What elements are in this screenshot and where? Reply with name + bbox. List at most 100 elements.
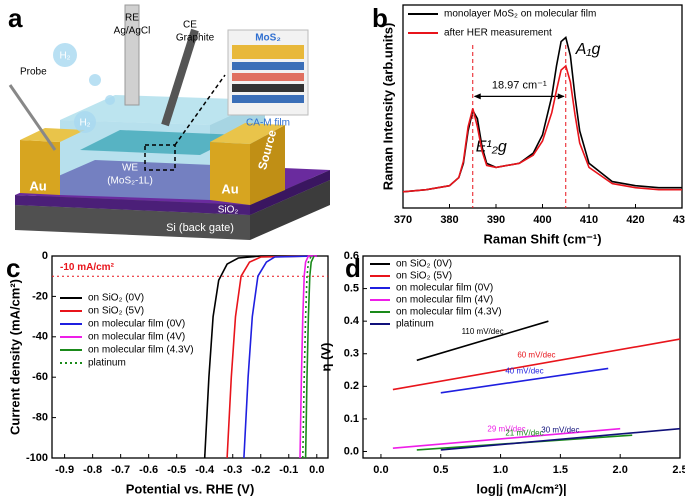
series-line xyxy=(302,255,312,459)
panel-label: c xyxy=(6,253,20,283)
legend-label: on SiO₂ (0V) xyxy=(88,293,144,304)
inset-layer xyxy=(232,62,304,70)
zoom-box xyxy=(144,144,176,171)
x-tick-label: -0.9 xyxy=(55,464,74,476)
y-tick-label: 0.1 xyxy=(344,413,359,425)
si-side xyxy=(250,180,330,240)
x-tick-label: -0.1 xyxy=(279,464,298,476)
arrow-head xyxy=(557,93,565,100)
bubble-label: H₂ xyxy=(79,118,90,129)
probe-label: Probe xyxy=(20,67,47,78)
y-tick-label: -80 xyxy=(32,412,48,424)
re-material: Ag/AgCl xyxy=(114,26,151,37)
probe-needle xyxy=(8,84,57,151)
y-tick-label: 0.2 xyxy=(344,380,359,392)
y-tick-label: 0.0 xyxy=(344,445,359,457)
slope-label: 21 mV/dec xyxy=(505,429,543,438)
legend-label: platinum xyxy=(396,319,434,330)
bubble xyxy=(89,74,101,86)
au-left xyxy=(20,140,60,195)
series-line xyxy=(203,255,317,459)
x-tick-label: 430 xyxy=(673,214,685,226)
reference-electrode xyxy=(124,4,140,106)
y-tick-label: 0.5 xyxy=(344,282,359,294)
x-tick-label: 390 xyxy=(487,214,505,226)
legend-label: on molecular film (0V) xyxy=(88,319,185,330)
re-label: RE xyxy=(125,13,139,24)
sio2-side xyxy=(250,170,330,215)
x-tick-label: -0.4 xyxy=(195,464,215,476)
slope-label: 30 mV/dec xyxy=(541,425,579,434)
y-axis-label: η (V) xyxy=(318,343,333,372)
x-axis-label: Potential vs. RHE (V) xyxy=(126,481,255,496)
x-tick-label: 1.0 xyxy=(493,464,508,476)
x-axis-label: Raman Shift (cm⁻¹) xyxy=(483,231,601,246)
inset-layer xyxy=(232,84,304,92)
y-tick-label: 0 xyxy=(42,250,48,262)
legend-label: on molecular film (4.3V) xyxy=(88,345,194,356)
we-material: (MoS₂-1L) xyxy=(107,176,153,187)
legend-label: on molecular film (4.3V) xyxy=(396,307,502,318)
x-tick-label: 410 xyxy=(580,214,598,226)
series-line xyxy=(392,338,681,391)
ce-material: Graphite xyxy=(176,33,215,44)
au-label: Au xyxy=(221,181,238,196)
oxide-label: SiO₂ xyxy=(218,205,239,216)
panel-label: a xyxy=(8,3,23,33)
x-tick-label: 420 xyxy=(626,214,644,226)
panel-label: b xyxy=(372,3,388,33)
bubble-label: H₂ xyxy=(59,51,70,62)
inset-layer xyxy=(232,73,304,81)
legend-label: on molecular film (4V) xyxy=(88,332,185,343)
series-line xyxy=(299,255,317,459)
slope-label: 40 mV/dec xyxy=(505,367,543,376)
y-tick-label: 0.4 xyxy=(344,315,360,327)
bubble xyxy=(74,111,96,133)
slope-label: 29 mV/dec xyxy=(487,425,525,434)
inset-layer xyxy=(232,95,304,103)
y-tick-label: 0.6 xyxy=(344,250,359,262)
legend-label: after HER measurement xyxy=(444,28,552,39)
legend-label: on molecular film (4V) xyxy=(396,295,493,306)
legend-label: on SiO₂ (5V) xyxy=(396,271,452,282)
plot-frame xyxy=(362,255,681,459)
legend-label: on molecular film (0V) xyxy=(396,283,493,294)
x-tick-label: -0.3 xyxy=(223,464,242,476)
counter-electrode xyxy=(161,28,199,127)
x-tick-label: -0.6 xyxy=(139,464,158,476)
series-line xyxy=(304,255,315,459)
y-tick-label: -60 xyxy=(32,371,48,383)
series-line xyxy=(402,64,682,193)
y-tick-label: -100 xyxy=(26,452,48,464)
y-axis-label: Current density (mA/cm²) xyxy=(7,279,22,435)
x-tick-label: 1.5 xyxy=(553,464,568,476)
series-line xyxy=(416,320,549,362)
x-tick-label: 2.0 xyxy=(613,464,628,476)
y-tick-label: 0.3 xyxy=(344,348,359,360)
au-right-side xyxy=(250,125,285,205)
mos2-layer xyxy=(80,130,240,155)
x-tick-label: 0.0 xyxy=(373,464,388,476)
series-line xyxy=(402,36,682,193)
x-tick-label: 370 xyxy=(394,214,412,226)
x-tick-label: -0.8 xyxy=(83,464,102,476)
x-tick-label: 0.0 xyxy=(309,464,324,476)
legend-label: monolayer MoS₂ on molecular film xyxy=(444,9,596,20)
bubble xyxy=(53,43,77,67)
au-label: Au xyxy=(29,178,46,193)
sio2-front xyxy=(15,195,250,215)
si-front xyxy=(15,205,250,240)
slope-label: 60 mV/dec xyxy=(517,350,555,359)
gate-label: Si (back gate) xyxy=(166,222,234,234)
arrow-head xyxy=(473,93,481,100)
ce-label: CE xyxy=(183,20,197,31)
x-tick-label: 2.5 xyxy=(672,464,685,476)
spacing-label: 18.97 cm⁻¹ xyxy=(492,79,547,91)
device-schematic: a RE Ag/AgCl CE Graphite MoS₂ CA-M film … xyxy=(8,3,330,240)
series-line xyxy=(392,427,621,449)
x-tick-label: -0.2 xyxy=(251,464,270,476)
legend-label: platinum xyxy=(88,358,126,369)
series-line xyxy=(243,255,317,459)
inset-top-label: MoS₂ xyxy=(255,33,281,44)
